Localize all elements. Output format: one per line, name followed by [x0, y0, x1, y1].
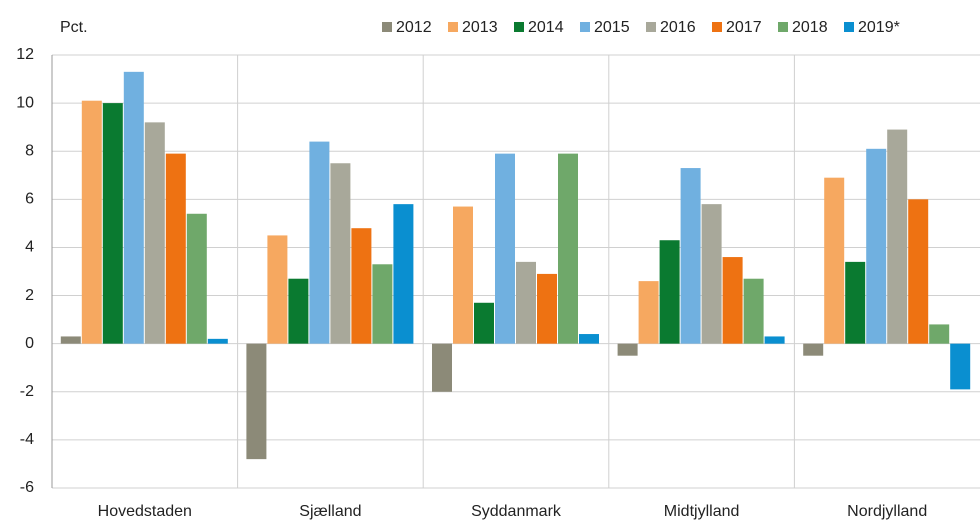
y-axis-label: Pct.	[60, 19, 88, 36]
legend-label: 2014	[528, 19, 564, 36]
bar	[186, 213, 207, 344]
legend-swatch	[646, 22, 656, 32]
bar	[743, 278, 764, 344]
bar	[950, 343, 971, 390]
bar	[680, 168, 701, 344]
bar	[165, 153, 186, 344]
bar	[60, 336, 81, 344]
bar	[887, 129, 908, 344]
legend-swatch	[844, 22, 854, 32]
bar	[81, 100, 102, 344]
bar	[638, 281, 659, 344]
bar	[288, 278, 309, 344]
legend-label: 2019*	[858, 19, 900, 36]
y-tick-label: 10	[16, 94, 34, 111]
bar	[351, 228, 372, 344]
bar	[207, 338, 228, 344]
y-tick-label: -2	[20, 383, 34, 400]
bar	[617, 343, 638, 356]
bar	[453, 206, 473, 344]
y-tick-label: -4	[20, 431, 34, 448]
bar	[372, 264, 393, 344]
bar	[824, 177, 845, 344]
legend-label: 2016	[660, 19, 696, 36]
y-tick-label: 8	[25, 142, 34, 159]
legend-swatch	[448, 22, 458, 32]
bar	[102, 103, 123, 344]
y-tick-label: 4	[25, 239, 34, 256]
y-tick-label: 12	[16, 46, 34, 63]
bar	[845, 261, 866, 344]
legend-label: 2012	[396, 19, 432, 36]
y-tick-label: 6	[25, 191, 34, 208]
y-tick-label: 2	[25, 287, 34, 304]
bar	[764, 336, 785, 344]
bar	[516, 261, 536, 344]
legend-label: 2015	[594, 19, 630, 36]
bar	[330, 163, 351, 344]
bar	[558, 153, 578, 344]
bar	[393, 204, 414, 344]
legend-swatch	[580, 22, 590, 32]
y-tick-label: 0	[25, 335, 34, 352]
bar	[123, 71, 144, 344]
bar	[267, 235, 288, 344]
bar	[659, 240, 680, 344]
x-tick-label: Midtjylland	[664, 503, 740, 520]
bar	[144, 122, 165, 344]
bar	[474, 302, 494, 344]
legend-label: 2013	[462, 19, 498, 36]
bar	[537, 273, 557, 344]
bar	[432, 343, 452, 392]
legend-swatch	[712, 22, 722, 32]
bar	[929, 324, 950, 344]
bar	[309, 141, 330, 344]
x-tick-label: Nordjylland	[847, 503, 927, 520]
legend-swatch	[778, 22, 788, 32]
bar	[803, 343, 824, 356]
bar	[722, 257, 743, 344]
bar	[908, 199, 929, 344]
legend-label: 2018	[792, 19, 828, 36]
y-tick-label: -6	[20, 479, 34, 496]
bar	[246, 343, 267, 460]
x-tick-label: Syddanmark	[471, 503, 562, 520]
x-tick-label: Hovedstaden	[98, 503, 192, 520]
bar	[579, 334, 599, 344]
legend-swatch	[514, 22, 524, 32]
bar	[701, 204, 722, 344]
legend-label: 2017	[726, 19, 762, 36]
legend-swatch	[382, 22, 392, 32]
bar	[866, 148, 887, 344]
bar	[495, 153, 515, 344]
x-tick-label: Sjælland	[299, 503, 361, 520]
